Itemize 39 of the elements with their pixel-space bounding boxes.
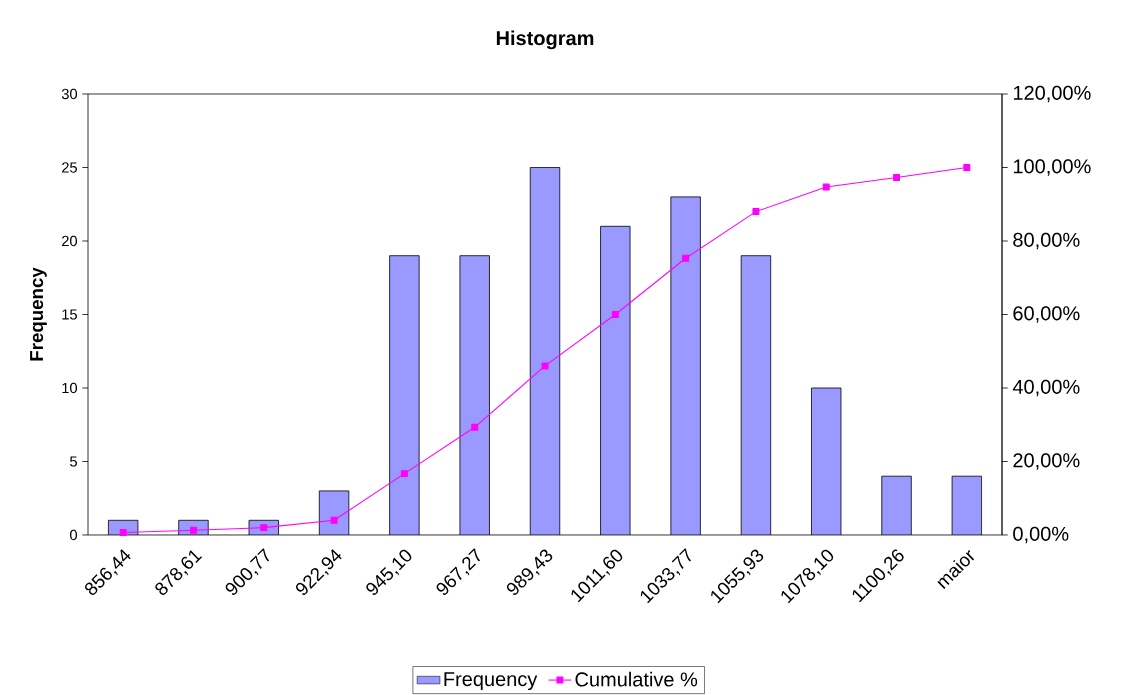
legend-label: Frequency: [444, 672, 538, 691]
bar: [529, 167, 561, 535]
point: [471, 423, 479, 431]
y2-tick-label: 80,00%: [1013, 232, 1080, 250]
bar: [670, 196, 701, 535]
bar: [881, 475, 912, 535]
point: [119, 528, 127, 536]
point: [893, 173, 901, 181]
y2-tick-label: 60,00%: [1013, 306, 1080, 323]
point: [682, 254, 690, 262]
y2-tick-label: 40,00%: [1012, 379, 1080, 397]
y-tick-label: 10: [62, 382, 78, 394]
y2-tick-label: 120,00%: [1013, 85, 1091, 103]
y-tick-label: 25: [62, 162, 77, 173]
bar: [389, 255, 420, 535]
y-axis-title: Frequency: [30, 267, 47, 361]
point: [611, 311, 619, 318]
y-tick-label: 30: [61, 88, 78, 100]
bar: [740, 255, 772, 535]
bar: [459, 255, 490, 535]
bar: [600, 225, 631, 535]
legend-label: Cumulative %: [575, 671, 698, 687]
point: [822, 183, 830, 191]
point: [752, 208, 760, 216]
y2-tick-label: 100,00%: [1013, 159, 1091, 176]
y-tick-label: 20: [62, 235, 78, 247]
y-tick-label: 15: [62, 309, 77, 320]
point: [400, 470, 408, 478]
bar: [318, 490, 350, 535]
y2-tick-label: 20,00%: [1013, 453, 1080, 470]
point: [541, 362, 549, 370]
bar: [951, 475, 983, 535]
bar: [811, 387, 842, 535]
chart-title: Histogram: [496, 30, 594, 50]
y2-tick-label: 0,00%: [1013, 526, 1069, 544]
y-tick-label: 5: [70, 456, 77, 467]
y-tick-label: 0: [70, 529, 78, 541]
point: [963, 164, 971, 171]
point: [330, 516, 338, 524]
